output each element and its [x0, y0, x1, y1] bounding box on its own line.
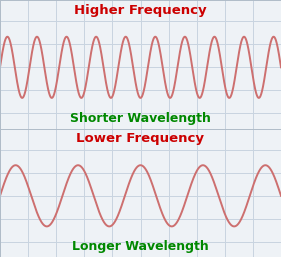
Text: Higher Frequency: Higher Frequency [74, 4, 207, 17]
Text: Lower Frequency: Lower Frequency [76, 132, 205, 145]
Text: Longer Wavelength: Longer Wavelength [72, 240, 209, 253]
Text: Shorter Wavelength: Shorter Wavelength [70, 112, 211, 125]
